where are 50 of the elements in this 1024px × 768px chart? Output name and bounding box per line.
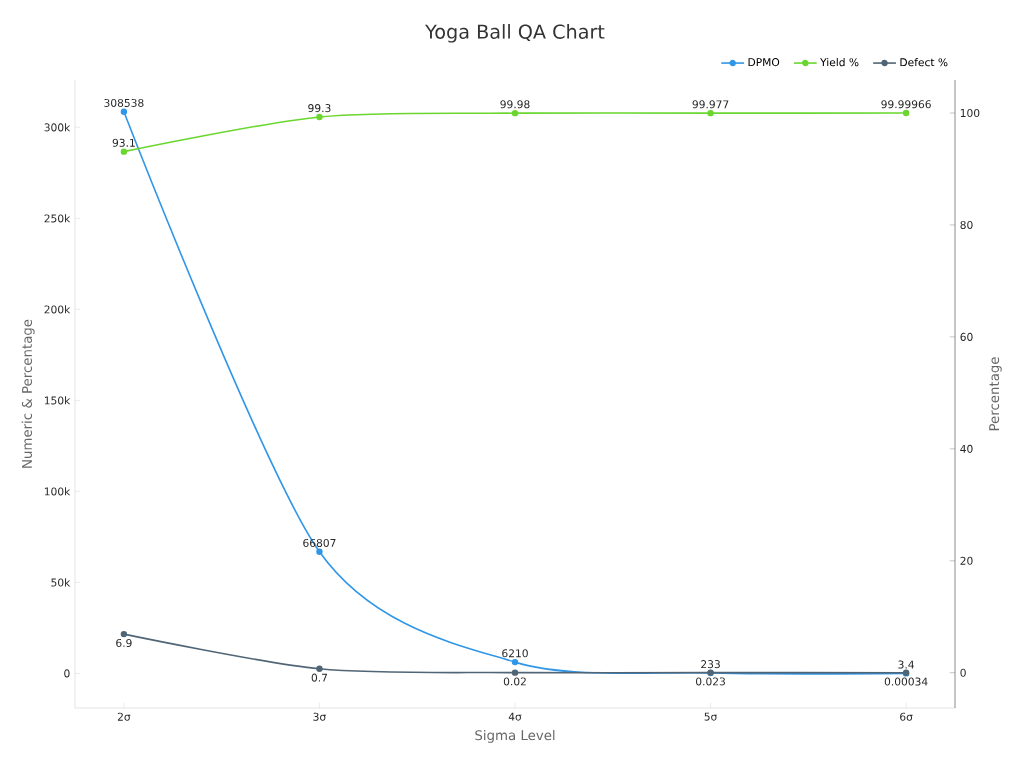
data-label: 0.00034 [884,677,928,686]
point [316,113,323,121]
data-label: 0.023 [696,677,725,686]
data-label: 0.02 [503,677,526,686]
data-label: 3.4 [898,660,914,669]
point [316,665,323,673]
point [120,630,128,638]
data-label: 0.7 [311,673,328,682]
y2-tick-label: 100 [960,108,980,118]
y-tick-label: 150k [44,396,71,405]
x-tick-label: 2σ [117,712,131,721]
legend-label: Yield % [820,58,859,67]
y-tick-label: 0 [64,669,70,678]
point [707,109,714,117]
legend-label: DPMO [748,58,780,67]
x-tick-label: 3σ [313,712,326,721]
y-tick-label: 200k [44,305,71,314]
point [511,669,519,676]
x-tick-label: 4σ [508,712,522,721]
y2-tick-label: 20 [960,556,973,565]
y2-tick-label: 40 [960,444,973,453]
y-tick-label: 100k [44,487,71,496]
y-tick-label: 300k [44,123,71,132]
x-axis-title: Sigma Level [475,729,555,743]
data-label: 99.3 [308,104,331,113]
x-tick-label: 5σ [704,712,718,721]
point [511,658,519,666]
point [316,548,323,555]
data-label: 308538 [104,98,144,107]
data-label: 99.977 [692,100,729,109]
chart-title: Yoga Ball QA Chart [425,24,605,43]
data-label: 6.9 [116,638,132,647]
y2-tick-label: 80 [960,220,973,229]
data-label: 99.98 [500,100,530,109]
y2-tick-label: 60 [960,332,973,341]
y-axis-title: Numeric & Percentage [21,319,35,468]
point [902,109,910,117]
y-tick-label: 50k [51,578,71,587]
point [511,109,519,117]
y2-axis-title: Percentage [989,357,1002,431]
point [120,148,128,155]
data-label: 233 [701,660,720,669]
legend-label: Defect % [900,58,948,67]
x-tick-label: 6σ [900,712,913,721]
y-tick-label: 250k [44,214,71,223]
point [120,108,128,115]
data-label: 6210 [502,649,528,658]
data-label: 99.99966 [881,100,931,109]
y2-tick-label: 0 [960,668,966,677]
data-label: 93.1 [112,138,135,147]
